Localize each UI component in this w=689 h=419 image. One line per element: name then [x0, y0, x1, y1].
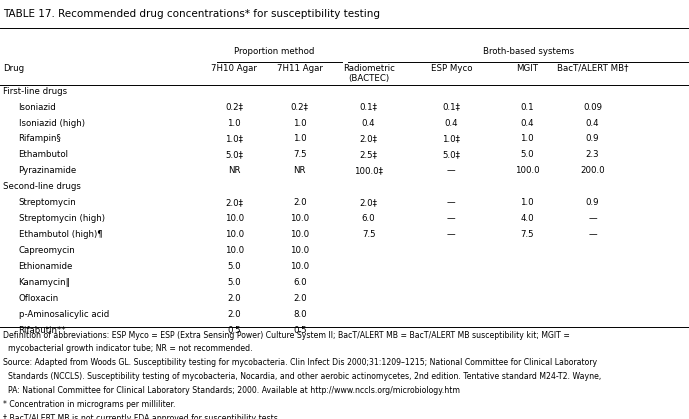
Text: 0.1: 0.1: [520, 103, 534, 111]
Text: 0.4: 0.4: [362, 119, 376, 127]
Text: BacT/ALERT MB†: BacT/ALERT MB†: [557, 64, 628, 72]
Text: Ethambutol: Ethambutol: [19, 150, 69, 159]
Text: 0.5: 0.5: [227, 326, 241, 334]
Text: † BacT/ALERT MB is not currently FDA approved for susceptibility tests.: † BacT/ALERT MB is not currently FDA app…: [3, 414, 281, 419]
Text: —: —: [588, 214, 597, 223]
Text: —: —: [447, 230, 455, 239]
Text: NR: NR: [228, 166, 240, 175]
Text: 4.0: 4.0: [520, 214, 534, 223]
Text: 2.0‡: 2.0‡: [360, 134, 378, 143]
Text: Rifampin§: Rifampin§: [19, 134, 61, 143]
Text: Radiometric
(BACTEC): Radiometric (BACTEC): [342, 64, 395, 83]
Text: 7.5: 7.5: [293, 150, 307, 159]
Text: Isoniazid (high): Isoniazid (high): [19, 119, 85, 127]
Text: 6.0: 6.0: [293, 278, 307, 287]
Text: 10.0: 10.0: [290, 214, 309, 223]
Text: Drug: Drug: [3, 64, 25, 72]
Text: 0.1‡: 0.1‡: [442, 103, 460, 111]
Text: 0.5: 0.5: [293, 326, 307, 334]
Text: Capreomycin: Capreomycin: [19, 246, 75, 255]
Text: First-line drugs: First-line drugs: [3, 87, 68, 96]
Text: Second-line drugs: Second-line drugs: [3, 182, 81, 191]
Text: 5.0: 5.0: [227, 278, 241, 287]
Text: MGIT: MGIT: [516, 64, 538, 72]
Text: 0.4: 0.4: [586, 119, 599, 127]
Text: 7H10 Agar: 7H10 Agar: [212, 64, 257, 72]
Text: 7.5: 7.5: [520, 230, 534, 239]
Text: —: —: [588, 230, 597, 239]
Text: 100.0‡: 100.0‡: [354, 166, 383, 175]
Text: Standards (NCCLS). Susceptibility testing of mycobacteria, Nocardia, and other a: Standards (NCCLS). Susceptibility testin…: [3, 372, 601, 381]
Text: PA: National Committee for Clinical Laboratory Standards; 2000. Available at htt: PA: National Committee for Clinical Labo…: [3, 386, 460, 395]
Text: 1.0: 1.0: [227, 119, 241, 127]
Text: 2.3: 2.3: [586, 150, 599, 159]
Text: 1.0: 1.0: [293, 119, 307, 127]
Text: —: —: [447, 214, 455, 223]
Text: 0.1‡: 0.1‡: [360, 103, 378, 111]
Text: 10.0: 10.0: [290, 246, 309, 255]
Text: 0.4: 0.4: [520, 119, 534, 127]
Text: 1.0‡: 1.0‡: [225, 134, 243, 143]
Text: Ethambutol (high)¶: Ethambutol (high)¶: [19, 230, 102, 239]
Text: 10.0: 10.0: [225, 246, 244, 255]
Text: * Concentration in micrograms per milliliter.: * Concentration in micrograms per millil…: [3, 400, 176, 409]
Text: 1.0: 1.0: [293, 134, 307, 143]
Text: TABLE 17. Recommended drug concentrations* for susceptibility testing: TABLE 17. Recommended drug concentration…: [3, 9, 380, 19]
Text: 1.0: 1.0: [520, 134, 534, 143]
Text: 10.0: 10.0: [225, 214, 244, 223]
Text: 10.0: 10.0: [290, 230, 309, 239]
Text: 1.0: 1.0: [520, 198, 534, 207]
Text: 5.0: 5.0: [227, 262, 241, 271]
Text: 6.0: 6.0: [362, 214, 376, 223]
Text: 0.2‡: 0.2‡: [225, 103, 243, 111]
Text: 0.09: 0.09: [583, 103, 602, 111]
Text: 2.0: 2.0: [293, 198, 307, 207]
Text: 5.0: 5.0: [520, 150, 534, 159]
Text: 8.0: 8.0: [293, 310, 307, 318]
Text: 10.0: 10.0: [225, 230, 244, 239]
Text: 0.9: 0.9: [586, 198, 599, 207]
Text: Definition of abbreviations: ESP Myco = ESP (Extra Sensing Power) Culture System: Definition of abbreviations: ESP Myco = …: [3, 331, 570, 339]
Text: Broth-based systems: Broth-based systems: [482, 47, 574, 56]
Text: Proportion method: Proportion method: [234, 47, 314, 56]
Text: 1.0‡: 1.0‡: [442, 134, 460, 143]
Text: Streptomycin: Streptomycin: [19, 198, 76, 207]
Text: p-Aminosalicylic acid: p-Aminosalicylic acid: [19, 310, 109, 318]
Text: 5.0‡: 5.0‡: [225, 150, 243, 159]
Text: 2.0‡: 2.0‡: [360, 198, 378, 207]
Text: 7.5: 7.5: [362, 230, 376, 239]
Text: Streptomycin (high): Streptomycin (high): [19, 214, 105, 223]
Text: 2.0: 2.0: [293, 294, 307, 303]
Text: 0.2‡: 0.2‡: [291, 103, 309, 111]
Text: 200.0: 200.0: [580, 166, 605, 175]
Text: Source: Adapted from Woods GL. Susceptibility testing for mycobacteria. Clin Inf: Source: Adapted from Woods GL. Susceptib…: [3, 358, 597, 367]
Text: 10.0: 10.0: [290, 262, 309, 271]
Text: 0.9: 0.9: [586, 134, 599, 143]
Text: Isoniazid: Isoniazid: [19, 103, 56, 111]
Text: —: —: [447, 198, 455, 207]
Text: ESP Myco: ESP Myco: [431, 64, 472, 72]
Text: mycobacterial growth indicator tube; NR = not recommended.: mycobacterial growth indicator tube; NR …: [3, 344, 253, 353]
Text: 0.4: 0.4: [444, 119, 458, 127]
Text: 2.0: 2.0: [227, 310, 241, 318]
Text: Rifabutin**: Rifabutin**: [19, 326, 66, 334]
Text: 100.0: 100.0: [515, 166, 539, 175]
Text: 7H11 Agar: 7H11 Agar: [277, 64, 322, 72]
Text: 2.0‡: 2.0‡: [225, 198, 243, 207]
Text: Ethionamide: Ethionamide: [19, 262, 73, 271]
Text: 2.0: 2.0: [227, 294, 241, 303]
Text: Kanamycin‖: Kanamycin‖: [19, 278, 70, 287]
Text: —: —: [447, 166, 455, 175]
Text: Pyrazinamide: Pyrazinamide: [19, 166, 77, 175]
Text: NR: NR: [294, 166, 306, 175]
Text: 5.0‡: 5.0‡: [442, 150, 460, 159]
Text: Ofloxacin: Ofloxacin: [19, 294, 59, 303]
Text: 2.5‡: 2.5‡: [360, 150, 378, 159]
